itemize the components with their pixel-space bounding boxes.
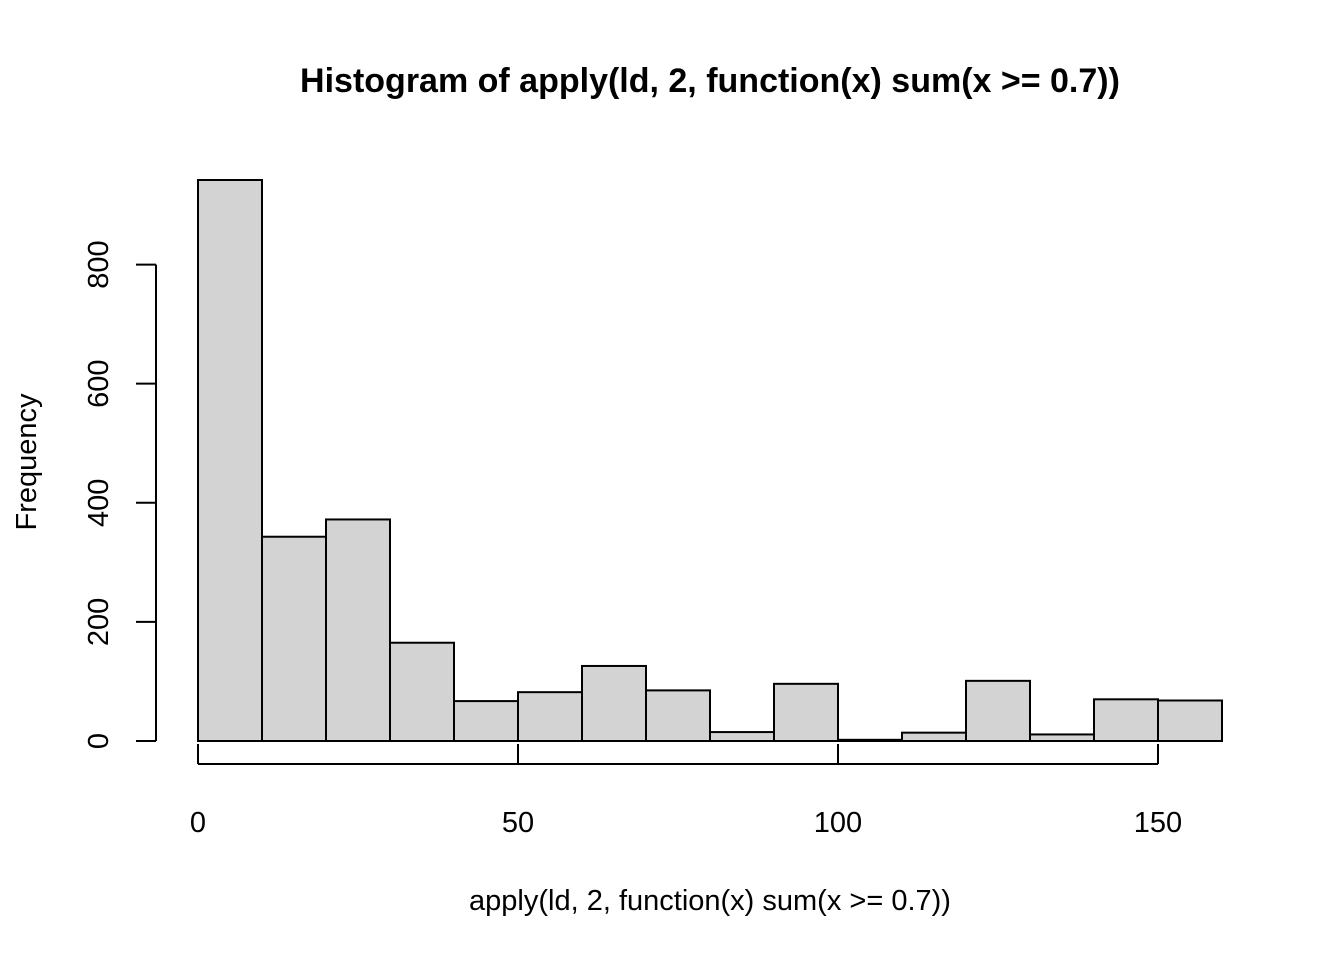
bars-group	[197, 179, 1223, 743]
x-tick-label: 150	[1134, 807, 1182, 839]
y-axis: 0 200 400 600 800	[83, 240, 157, 749]
histogram-bar	[453, 700, 519, 743]
histogram-bar	[837, 738, 903, 742]
chart-title: Histogram of apply(ld, 2, function(x) su…	[300, 62, 1120, 100]
histogram-bar	[645, 689, 711, 742]
x-tick-label: 0	[190, 807, 206, 839]
histogram-bar	[581, 664, 647, 743]
histogram-bar	[965, 679, 1031, 743]
x-tick-label: 100	[814, 807, 862, 839]
y-tick-label: 800	[83, 240, 115, 288]
x-tick-label: 50	[502, 807, 534, 839]
x-axis-label: apply(ld, 2, function(x) sum(x >= 0.7))	[469, 885, 951, 917]
histogram-bar	[709, 731, 775, 743]
histogram-bar	[901, 731, 967, 742]
histogram-bar	[261, 535, 327, 743]
x-axis: 0 50 100 150	[190, 744, 1182, 839]
histogram-bar	[325, 518, 391, 743]
histogram-bar	[517, 691, 583, 742]
histogram-bar	[773, 682, 839, 742]
y-tick-label: 0	[83, 733, 115, 749]
histogram-bar	[197, 179, 263, 742]
y-tick-label: 400	[83, 479, 115, 527]
histogram-bar	[389, 641, 455, 742]
histogram-bar	[1093, 698, 1159, 742]
histogram-bar	[1029, 733, 1095, 742]
y-tick-label: 600	[83, 359, 115, 407]
y-tick-label: 200	[83, 598, 115, 646]
histogram-bar	[1157, 699, 1223, 742]
y-axis-label: Frequency	[11, 393, 43, 531]
